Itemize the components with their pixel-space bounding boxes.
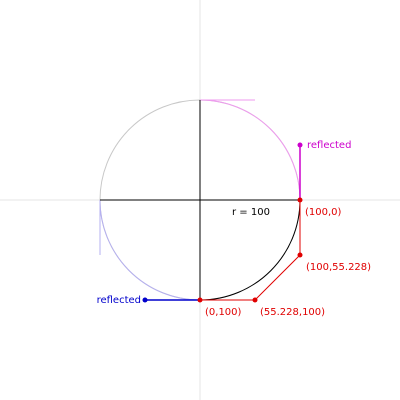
point-100-55 [297, 252, 303, 258]
point-100-0 [297, 197, 303, 203]
label-reflected-top: reflected [307, 140, 351, 151]
point-55-100 [252, 297, 258, 303]
point-reflected-blue [142, 297, 148, 303]
label-100-0: (100,0) [305, 207, 342, 218]
control-polygon [200, 200, 301, 301]
label-55-100: (55.228,100) [260, 307, 325, 318]
point-reflected-magenta [297, 142, 303, 148]
reflected-arc-blue [99, 199, 201, 301]
reflected-arc-magenta [199, 99, 301, 201]
bezier-quarter-arc [199, 199, 301, 301]
label-0-100: (0,100) [205, 307, 242, 318]
radius-label: r = 100 [232, 207, 270, 218]
label-reflected-left: reflected [97, 295, 141, 306]
label-100-55: (100,55.228) [306, 262, 371, 273]
point-0-100 [197, 297, 203, 303]
